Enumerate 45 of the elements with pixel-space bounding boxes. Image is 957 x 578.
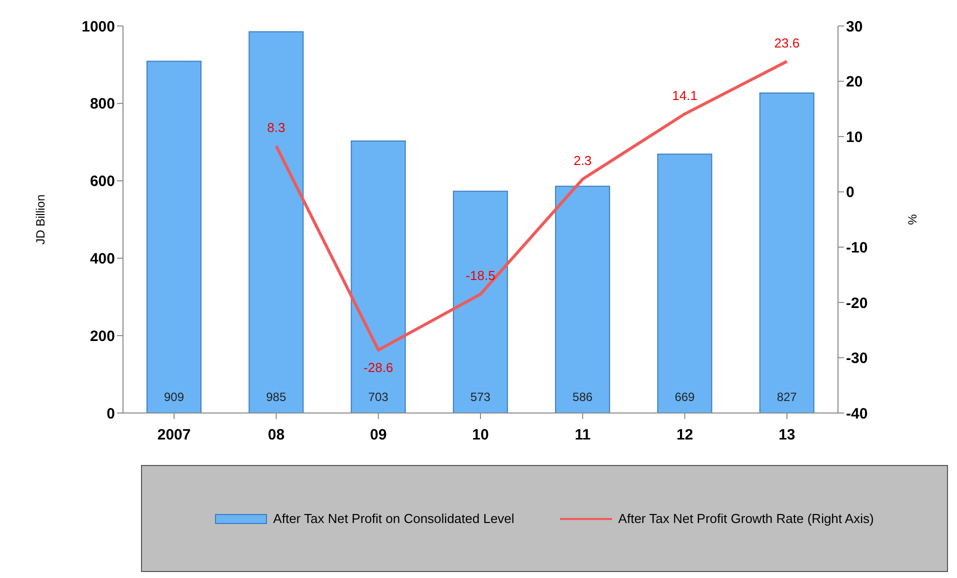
data-label: 586: [572, 390, 593, 404]
x-tick-label: 10: [472, 426, 489, 444]
data-label: 703: [368, 390, 389, 404]
bar: [350, 140, 406, 413]
x-tick-label: 08: [268, 426, 285, 444]
bar: [452, 190, 508, 413]
x-tick-label: 12: [676, 426, 694, 444]
y2-tick-label: -30: [846, 350, 868, 368]
data-label: 985: [266, 390, 286, 404]
legend-label: After Tax Net Profit Growth Rate (Right Axis): [618, 511, 874, 526]
x-tick-label: 13: [778, 426, 796, 444]
data-label: 8.3: [267, 120, 286, 135]
y2-tick-label: 10: [846, 128, 863, 146]
y2-tick-label: -40: [846, 405, 868, 422]
data-label: 2.3: [574, 153, 592, 168]
x-tick-label: 09: [370, 426, 387, 444]
bar: [146, 60, 202, 413]
y2-tick-label: 30: [846, 18, 863, 36]
data-label: -18.5: [466, 268, 496, 284]
data-label: 827: [776, 390, 798, 404]
data-label: 23.6: [774, 35, 800, 50]
x-tick-label: 2007: [157, 426, 191, 444]
y-tick-label: 200: [90, 328, 115, 345]
x-tick-label: 11: [574, 426, 591, 444]
y2-tick-label: -20: [846, 294, 868, 312]
data-label: 909: [164, 390, 184, 404]
y2-tick-label: -10: [846, 239, 868, 256]
data-label: -28.6: [364, 360, 394, 375]
data-label: 669: [674, 390, 696, 404]
data-label: 573: [470, 390, 491, 404]
y2-axis-title: %: [905, 214, 920, 225]
y-tick-label: 0: [106, 405, 115, 422]
bar: [657, 154, 712, 413]
bar: [555, 186, 610, 413]
bar: [759, 92, 814, 413]
y-tick-label: 800: [90, 96, 115, 113]
y2-tick-label: 0: [846, 184, 854, 202]
y-tick-label: 600: [90, 173, 115, 190]
legend-label: After Tax Net Profit on Consolidated Level: [273, 511, 514, 526]
y2-tick-label: 20: [846, 74, 863, 91]
y-tick-label: 1000: [82, 18, 115, 36]
bar: [248, 31, 304, 413]
y-axis-title: JD Billion: [33, 194, 48, 245]
y-tick-label: 400: [90, 250, 115, 268]
data-label: 14.1: [672, 88, 698, 103]
